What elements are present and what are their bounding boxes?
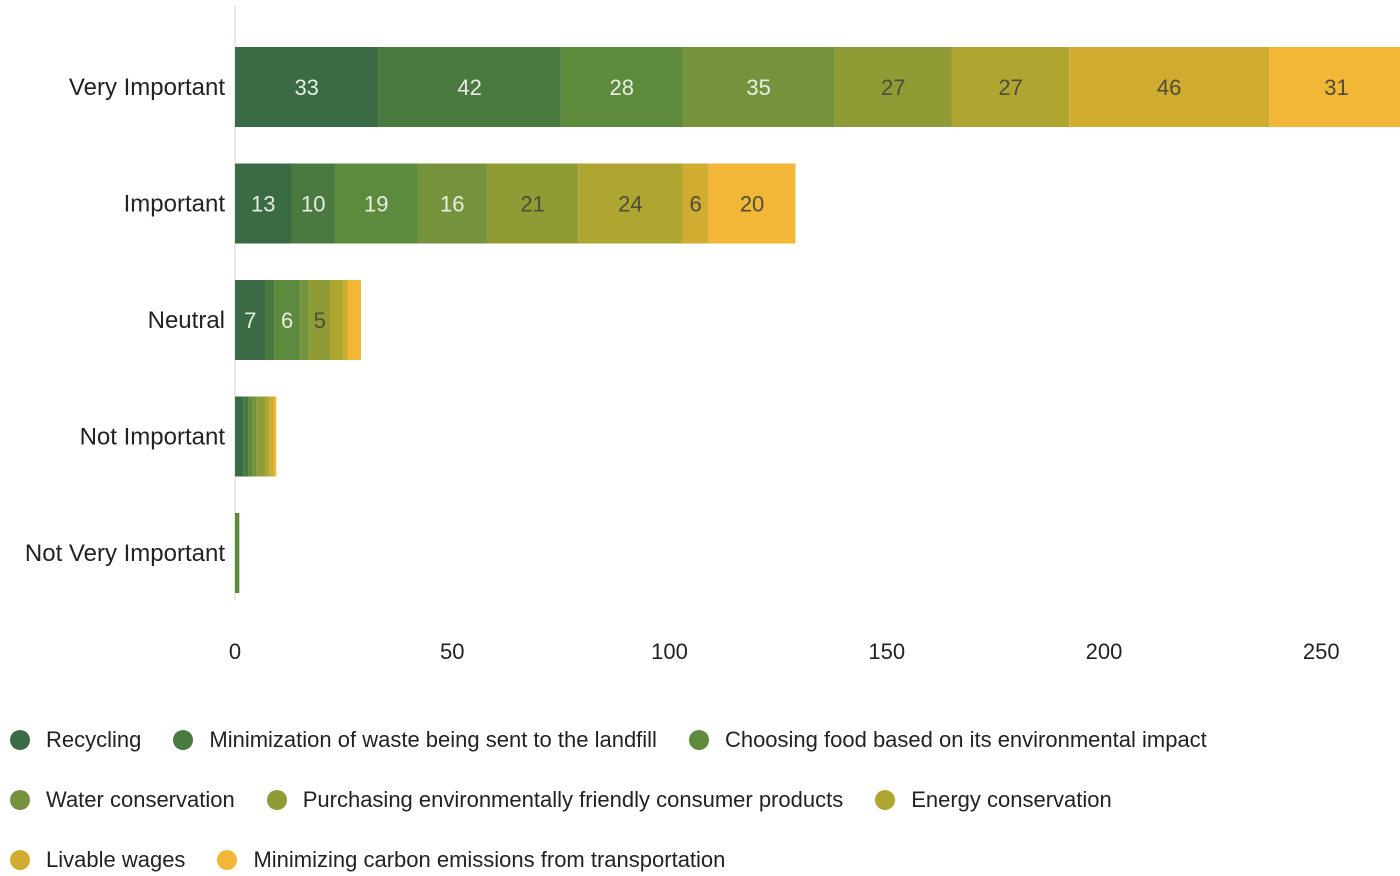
stacked-bar-chart: Very Important Important Neutral Not Import… — [25, 5, 1400, 664]
bar-segment — [682, 47, 835, 127]
bar-segment — [235, 163, 292, 244]
legend-label: Recycling — [46, 727, 142, 752]
legend-label: Choosing food based on its environmental… — [724, 727, 1207, 752]
legend-label: Minimizing carbon emissions from transpo… — [253, 847, 726, 872]
legend-marker — [875, 790, 896, 810]
category-label: Neutral — [148, 307, 225, 334]
bar-segment — [248, 396, 253, 477]
legend-item[interactable]: Minimizing carbon emissions from transpo… — [217, 844, 725, 876]
data-label: 19 — [364, 192, 388, 217]
legend-item[interactable]: Energy conservation — [875, 784, 1112, 816]
bar-segment — [291, 163, 335, 244]
bar-segment — [378, 47, 561, 127]
data-label: 42 — [457, 75, 481, 100]
bar-segment — [1069, 47, 1270, 127]
x-tick-label: 150 — [868, 639, 905, 664]
legend-marker — [266, 790, 287, 810]
legend-item[interactable]: Choosing food based on its environmental… — [688, 724, 1207, 756]
bar-segment — [330, 280, 344, 360]
bar-segment — [682, 163, 709, 244]
bar-segment — [417, 163, 488, 244]
data-label: 13 — [251, 192, 275, 217]
bar-segment — [265, 280, 275, 360]
chart-legend: Recycling Minimization of waste being sen… — [10, 724, 1395, 876]
bar-segment — [487, 163, 579, 244]
data-label: 5 — [314, 308, 326, 333]
x-tick-label: 200 — [1086, 639, 1123, 664]
bar-segment — [560, 47, 683, 127]
bar-segment — [265, 396, 270, 477]
category-label: Not Very Important — [25, 540, 225, 567]
data-label: 33 — [294, 75, 318, 100]
bar-segment — [834, 47, 952, 127]
legend-marker — [10, 730, 30, 750]
data-label: 20 — [740, 192, 764, 217]
legend-marker — [10, 790, 30, 810]
legend-label: Livable wages — [46, 847, 186, 872]
bar-segment — [1269, 47, 1400, 127]
x-tick-label: 250 — [1303, 639, 1340, 664]
data-label: 46 — [1157, 75, 1181, 100]
x-tick-label: 50 — [440, 639, 464, 664]
legend-marker — [688, 730, 709, 750]
data-label: 6 — [281, 308, 293, 333]
legend-marker — [217, 850, 238, 870]
data-label: 35 — [746, 75, 770, 100]
legend-label: Water conservation — [46, 787, 235, 812]
bar-segment — [308, 280, 331, 360]
bar-segment — [334, 163, 418, 244]
data-label: 7 — [244, 308, 256, 333]
legend-item[interactable]: Recycling — [10, 724, 141, 756]
data-label: 10 — [301, 192, 325, 217]
bar-segment — [235, 396, 244, 477]
bar-segment — [708, 163, 796, 244]
legend-item[interactable]: Purchasing environmentally friendly cons… — [266, 784, 844, 816]
bar-segment — [243, 396, 249, 477]
legend-label: Minimization of waste being sent to the … — [209, 727, 657, 752]
bar-segment — [951, 47, 1070, 127]
bar-segment — [235, 280, 266, 360]
bar-segment — [269, 396, 275, 477]
legend-marker — [10, 850, 30, 870]
data-label: 28 — [609, 75, 633, 100]
bar-segment — [578, 163, 683, 244]
bar-segment — [274, 396, 277, 477]
data-label: 16 — [440, 192, 464, 217]
bar-segment — [347, 280, 362, 360]
bar-segment — [300, 280, 309, 360]
x-tick-label: 0 — [229, 639, 241, 664]
bar-segment — [235, 513, 240, 593]
legend-marker — [173, 730, 194, 750]
bar-segment — [274, 280, 301, 360]
legend-item[interactable]: Water conservation — [10, 784, 235, 816]
data-label: 6 — [689, 192, 701, 217]
bar-segment — [252, 396, 257, 477]
legend-item[interactable]: Livable wages — [10, 844, 185, 876]
data-label: 27 — [881, 75, 905, 100]
category-label: Very Important — [69, 74, 225, 101]
data-label: 21 — [520, 192, 544, 217]
bar-segment — [235, 47, 379, 127]
bar-segment — [256, 396, 266, 477]
data-label: 31 — [1324, 75, 1348, 100]
legend-item[interactable]: Minimization of waste being sent to the … — [173, 724, 657, 756]
bar-segment — [343, 280, 348, 360]
category-label: Not Important — [80, 424, 226, 451]
x-tick-label: 100 — [651, 639, 688, 664]
data-label: 27 — [998, 75, 1022, 100]
legend-label: Energy conservation — [911, 787, 1112, 812]
legend-label: Purchasing environmentally friendly cons… — [302, 787, 844, 812]
category-label: Important — [124, 191, 226, 218]
data-label: 24 — [618, 192, 642, 217]
